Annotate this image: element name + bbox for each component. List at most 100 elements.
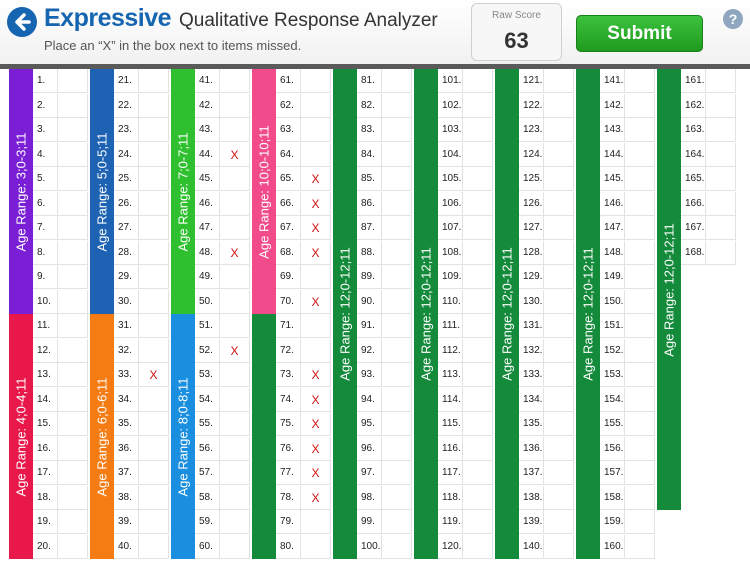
item-check-box[interactable] (382, 436, 412, 461)
item-check-box[interactable] (301, 534, 331, 559)
item-check-box[interactable] (58, 289, 88, 314)
item-check-box[interactable] (706, 167, 736, 191)
item-check-box[interactable] (58, 461, 88, 485)
item-check-box[interactable] (220, 436, 250, 461)
item-check-box[interactable] (463, 338, 493, 363)
item-check-box[interactable] (544, 167, 574, 191)
item-check-box[interactable]: X (301, 412, 331, 436)
item-check-box[interactable] (220, 69, 250, 93)
item-check-box[interactable] (463, 216, 493, 240)
item-check-box[interactable] (463, 314, 493, 338)
item-check-box[interactable]: X (301, 216, 331, 240)
item-check-box[interactable] (139, 240, 169, 265)
item-check-box[interactable] (706, 118, 736, 142)
item-check-box[interactable] (706, 240, 736, 265)
item-check-box[interactable] (463, 142, 493, 167)
item-check-box[interactable] (58, 363, 88, 387)
item-check-box[interactable] (706, 191, 736, 216)
item-check-box[interactable] (625, 289, 655, 314)
item-check-box[interactable] (58, 485, 88, 510)
item-check-box[interactable] (625, 510, 655, 534)
item-check-box[interactable] (301, 142, 331, 167)
item-check-box[interactable] (139, 93, 169, 118)
item-check-box[interactable] (220, 93, 250, 118)
item-check-box[interactable] (139, 289, 169, 314)
item-check-box[interactable] (58, 338, 88, 363)
item-check-box[interactable] (139, 167, 169, 191)
item-check-box[interactable] (220, 510, 250, 534)
item-check-box[interactable] (139, 510, 169, 534)
item-check-box[interactable] (139, 534, 169, 559)
item-check-box[interactable] (220, 314, 250, 338)
item-check-box[interactable] (139, 216, 169, 240)
item-check-box[interactable]: X (301, 240, 331, 265)
item-check-box[interactable] (625, 485, 655, 510)
item-check-box[interactable] (463, 363, 493, 387)
item-check-box[interactable] (58, 191, 88, 216)
item-check-box[interactable] (58, 436, 88, 461)
item-check-box[interactable] (382, 69, 412, 93)
item-check-box[interactable] (706, 142, 736, 167)
item-check-box[interactable] (544, 69, 574, 93)
item-check-box[interactable] (463, 191, 493, 216)
item-check-box[interactable] (544, 461, 574, 485)
item-check-box[interactable] (463, 118, 493, 142)
item-check-box[interactable] (220, 534, 250, 559)
item-check-box[interactable] (382, 338, 412, 363)
item-check-box[interactable] (220, 363, 250, 387)
item-check-box[interactable] (58, 216, 88, 240)
item-check-box[interactable]: X (139, 363, 169, 387)
item-check-box[interactable]: X (301, 387, 331, 412)
item-check-box[interactable] (463, 534, 493, 559)
item-check-box[interactable] (544, 412, 574, 436)
item-check-box[interactable] (382, 412, 412, 436)
item-check-box[interactable] (625, 265, 655, 289)
help-icon[interactable]: ? (723, 9, 743, 29)
item-check-box[interactable] (382, 461, 412, 485)
item-check-box[interactable] (58, 387, 88, 412)
item-check-box[interactable] (625, 412, 655, 436)
item-check-box[interactable] (301, 265, 331, 289)
item-check-box[interactable] (382, 191, 412, 216)
item-check-box[interactable] (220, 265, 250, 289)
item-check-box[interactable] (58, 142, 88, 167)
item-check-box[interactable] (544, 289, 574, 314)
item-check-box[interactable] (463, 436, 493, 461)
item-check-box[interactable] (220, 167, 250, 191)
item-check-box[interactable] (706, 93, 736, 118)
item-check-box[interactable]: X (301, 167, 331, 191)
item-check-box[interactable]: X (301, 289, 331, 314)
item-check-box[interactable] (220, 289, 250, 314)
item-check-box[interactable] (382, 363, 412, 387)
item-check-box[interactable] (58, 265, 88, 289)
item-check-box[interactable]: X (301, 363, 331, 387)
item-check-box[interactable] (544, 338, 574, 363)
item-check-box[interactable] (139, 387, 169, 412)
item-check-box[interactable]: X (301, 461, 331, 485)
item-check-box[interactable] (625, 314, 655, 338)
item-check-box[interactable] (544, 118, 574, 142)
item-check-box[interactable] (544, 216, 574, 240)
back-button[interactable] (7, 7, 37, 37)
item-check-box[interactable] (625, 240, 655, 265)
item-check-box[interactable]: X (220, 240, 250, 265)
item-check-box[interactable] (463, 93, 493, 118)
item-check-box[interactable] (58, 240, 88, 265)
item-check-box[interactable] (220, 216, 250, 240)
item-check-box[interactable] (625, 338, 655, 363)
item-check-box[interactable] (139, 314, 169, 338)
item-check-box[interactable]: X (301, 436, 331, 461)
item-check-box[interactable] (139, 118, 169, 142)
item-check-box[interactable] (58, 167, 88, 191)
item-check-box[interactable] (58, 118, 88, 142)
item-check-box[interactable] (58, 412, 88, 436)
item-check-box[interactable] (382, 93, 412, 118)
item-check-box[interactable] (625, 461, 655, 485)
item-check-box[interactable] (382, 534, 412, 559)
item-check-box[interactable] (301, 93, 331, 118)
item-check-box[interactable] (139, 191, 169, 216)
item-check-box[interactable] (463, 485, 493, 510)
item-check-box[interactable] (58, 93, 88, 118)
item-check-box[interactable] (382, 142, 412, 167)
item-check-box[interactable] (706, 69, 736, 93)
